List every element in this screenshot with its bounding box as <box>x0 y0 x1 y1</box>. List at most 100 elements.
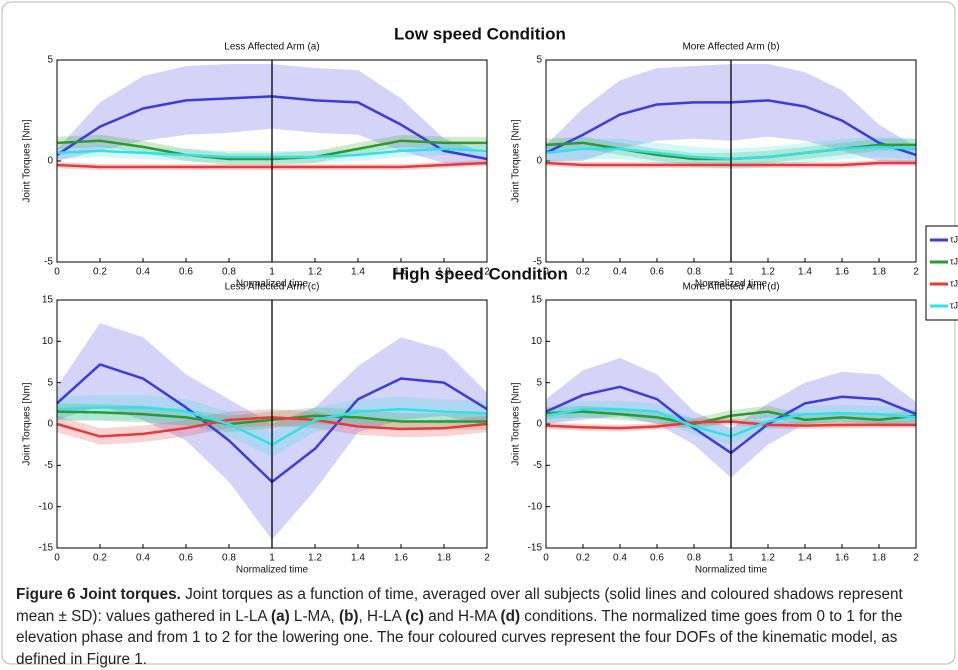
x-tick-label: 1 <box>269 267 275 278</box>
x-tick-label: 0 <box>54 553 60 564</box>
x-tick-label: 1 <box>728 267 734 278</box>
y-tick-label: -5 <box>44 460 53 471</box>
x-tick-label: 0 <box>543 267 549 278</box>
chart-title: Less Affected Arm (a) <box>224 42 319 53</box>
y-axis-label: Joint Torques [Nm] <box>511 119 522 202</box>
plot-frame <box>545 59 917 263</box>
x-tick-label: 1.4 <box>798 267 812 278</box>
caption-text: L-MA, <box>289 607 339 625</box>
sd-band <box>57 409 487 445</box>
caption-text: conditions. The normalized time goes fro… <box>16 607 903 668</box>
x-tick-label: 1.6 <box>394 553 408 564</box>
x-tick-label: 1.8 <box>437 267 451 278</box>
x-axis-label: Normalized time <box>236 279 309 290</box>
y-tick-label: 0 <box>536 156 542 167</box>
x-tick-label: 0.6 <box>179 267 193 278</box>
section-title: High speed Condition <box>392 264 568 283</box>
y-tick-label: 0 <box>47 156 53 167</box>
x-tick-label: 1 <box>728 553 734 564</box>
chart-title: Less Affected Arm (c) <box>225 282 320 293</box>
x-tick-label: 0.4 <box>613 553 627 564</box>
plot-frame <box>56 59 488 263</box>
x-tick-label: 0.2 <box>576 553 590 564</box>
caption-text: (d) <box>500 607 521 625</box>
caption-text: Figure 6 Joint torques. <box>16 586 181 603</box>
x-tick-label: 1.6 <box>835 267 849 278</box>
x-tick-label: 2 <box>484 267 490 278</box>
y-tick-label: 5 <box>536 55 542 66</box>
caption-text: (b) <box>338 607 359 625</box>
sd-band <box>57 134 487 166</box>
x-tick-label: 0.6 <box>650 553 664 564</box>
y-tick-label: -10 <box>528 501 543 512</box>
y-axis-label: Joint Torques [Nm] <box>22 119 33 202</box>
sd-band <box>546 136 916 166</box>
caption-text: (a) <box>270 607 290 625</box>
x-tick-label: 1.6 <box>835 553 849 564</box>
y-tick-label: 15 <box>531 295 543 306</box>
y-tick-label: 5 <box>47 377 53 388</box>
x-axis-label: Normalized time <box>695 279 768 290</box>
x-tick-label: 0.4 <box>136 267 150 278</box>
x-axis-label: Normalized time <box>236 565 309 576</box>
y-tick-label: -15 <box>528 543 543 554</box>
x-tick-label: 1.8 <box>437 553 451 564</box>
x-tick-label: 1.4 <box>798 553 812 564</box>
x-tick-label: 1.2 <box>308 553 322 564</box>
plot-frame <box>545 299 917 549</box>
sd-band <box>546 357 916 478</box>
x-tick-label: 0 <box>54 267 60 278</box>
x-tick-label: 0.2 <box>93 553 107 564</box>
x-tick-label: 2 <box>913 267 919 278</box>
caption-text: (c) <box>405 607 424 625</box>
x-tick-label: 1.2 <box>308 267 322 278</box>
x-tick-label: 0.4 <box>136 553 150 564</box>
x-tick-label: 1.8 <box>872 553 886 564</box>
y-tick-label: -5 <box>44 257 53 268</box>
x-tick-label: 2 <box>484 553 490 564</box>
legend-label: τJ4 <box>950 300 958 310</box>
x-tick-label: 0.6 <box>650 267 664 278</box>
x-tick-label: 0.8 <box>222 553 236 564</box>
legend-label: τJ2 <box>950 256 958 266</box>
sd-band <box>546 400 916 445</box>
caption-text: , H-LA <box>358 607 406 625</box>
caption: Figure 6 Joint torques. Joint torques as… <box>16 584 941 670</box>
y-tick-label: 5 <box>536 377 542 388</box>
x-tick-label: 1.6 <box>394 267 408 278</box>
section-title: Low speed Condition <box>394 24 566 43</box>
y-tick-label: 5 <box>47 55 53 66</box>
chart-title: More Affected Arm (b) <box>682 42 779 53</box>
x-tick-label: 0 <box>543 553 549 564</box>
x-tick-label: 0.6 <box>179 553 193 564</box>
x-tick-label: 1 <box>269 553 275 564</box>
chart-title: More Affected Arm (d) <box>682 282 779 293</box>
y-tick-label: 10 <box>42 336 54 347</box>
x-tick-label: 1.4 <box>351 267 365 278</box>
caption-text: and H-MA <box>424 607 501 625</box>
x-tick-label: 0.2 <box>576 267 590 278</box>
x-tick-label: 0.4 <box>613 267 627 278</box>
y-tick-label: -15 <box>39 543 54 554</box>
legend-label: τJ1 <box>950 234 958 244</box>
y-tick-label: -5 <box>533 460 542 471</box>
y-axis-label: Joint Torques [Nm] <box>22 382 33 465</box>
x-tick-label: 1.2 <box>761 553 775 564</box>
legend-label: τJ3 <box>950 278 958 288</box>
y-tick-label: 15 <box>42 295 54 306</box>
y-tick-label: 0 <box>536 419 542 430</box>
y-tick-label: -10 <box>39 501 54 512</box>
y-tick-label: -5 <box>533 257 542 268</box>
legend-box <box>925 225 958 321</box>
plot-frame <box>56 299 488 549</box>
x-tick-label: 2 <box>913 553 919 564</box>
x-tick-label: 1.4 <box>351 553 365 564</box>
x-axis-label: Normalized time <box>695 565 768 576</box>
x-tick-label: 1.8 <box>872 267 886 278</box>
y-axis-label: Joint Torques [Nm] <box>511 382 522 465</box>
x-tick-label: 0.8 <box>687 553 701 564</box>
y-tick-label: 10 <box>531 336 543 347</box>
